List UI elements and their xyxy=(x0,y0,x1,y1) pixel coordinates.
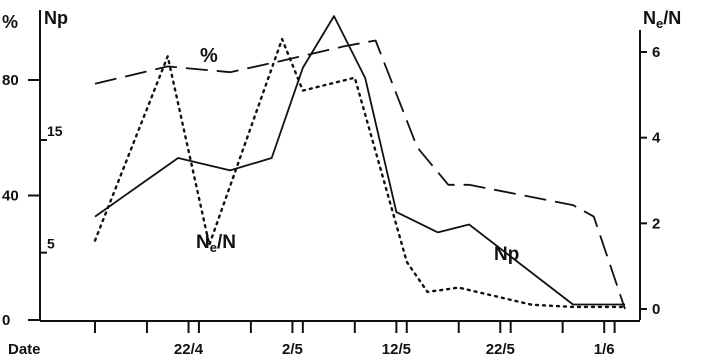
series-line-2 xyxy=(94,15,625,306)
left-outer-axis-label: % xyxy=(2,12,18,32)
left-outer-tick-label: 40 xyxy=(2,188,19,205)
left-inner-tick-label: 15 xyxy=(47,123,63,139)
series-line-3 xyxy=(93,37,627,309)
x-tick-label: 22/4 xyxy=(174,341,204,358)
x-tick-label: 22/5 xyxy=(486,341,515,358)
series-line-1 xyxy=(94,39,626,310)
x-tick-label: 12/5 xyxy=(382,341,411,358)
left-outer-tick-label: 0 xyxy=(2,312,10,329)
series-label-2: Ne/N xyxy=(196,232,236,255)
right-tick-label: 6 xyxy=(652,44,660,61)
x-axis-label: Date xyxy=(8,341,41,358)
x-tick-label: 2/5 xyxy=(282,341,303,358)
left-inner-tick-label: 5 xyxy=(47,236,55,252)
left-inner-axis-label: Np xyxy=(44,8,68,28)
right-tick-label: 0 xyxy=(652,301,660,318)
series-label-3: Np xyxy=(494,244,519,265)
x-tick-label: 1/6 xyxy=(594,341,615,358)
right-axis-label: Ne/N xyxy=(643,8,681,31)
series-label-1: % xyxy=(200,45,218,67)
right-tick-label: 4 xyxy=(652,130,661,147)
right-tick-label: 2 xyxy=(652,215,660,232)
left-outer-tick-label: 80 xyxy=(2,72,19,89)
